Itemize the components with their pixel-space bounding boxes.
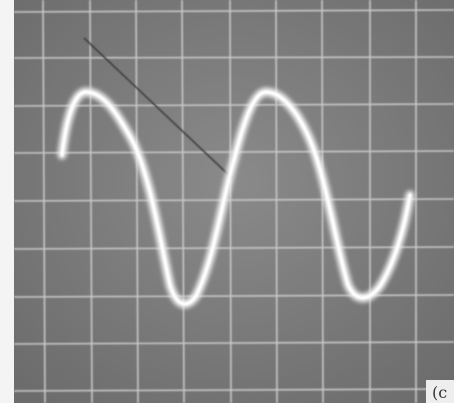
panel-label: (c	[432, 383, 447, 402]
page: (c (() => { const data = JSON.parse(docu…	[0, 0, 454, 403]
oscilloscope-photo: (c	[0, 0, 454, 403]
